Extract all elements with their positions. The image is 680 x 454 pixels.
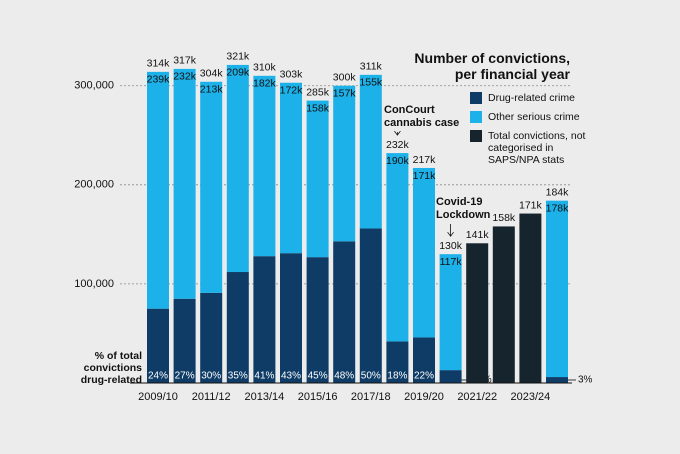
value-label: 182k — [253, 78, 277, 90]
total-label: 314k — [147, 58, 171, 70]
bar-segment — [280, 82, 302, 254]
x-tick-label: 2011/12 — [192, 391, 231, 403]
legend-swatch — [470, 92, 482, 104]
legend-swatch — [470, 111, 482, 124]
y-tick-label: 200,000 — [74, 179, 114, 191]
value-label: 171k — [519, 199, 543, 211]
bar-segment — [519, 213, 542, 383]
x-tick-label: 2017/18 — [351, 391, 391, 403]
bar-segment — [386, 341, 409, 383]
x-tick-label: 2019/20 — [404, 391, 444, 403]
bar-segment — [147, 71, 169, 309]
share-label: 18% — [387, 371, 407, 382]
value-label: 158k — [306, 102, 330, 114]
total-label: 304k — [200, 68, 224, 80]
total-label: 130k — [439, 240, 463, 252]
bar-segment — [413, 337, 435, 383]
bar-segment — [359, 228, 382, 383]
value-label: 172k — [280, 85, 304, 97]
x-tick-label: 2015/16 — [298, 391, 338, 403]
value-label: 117k — [440, 256, 463, 268]
total-label: 232k — [386, 139, 410, 151]
total-label: 300k — [333, 72, 357, 84]
bar-segment — [359, 74, 382, 229]
bar-segment — [253, 256, 276, 383]
value-label: 158k — [492, 212, 516, 224]
share-label: 27% — [175, 371, 195, 382]
bar-segment — [546, 377, 568, 383]
total-label: 321k — [226, 51, 250, 63]
arrow-head — [447, 231, 454, 237]
bar-segment — [173, 298, 196, 383]
bar-segment — [147, 308, 169, 383]
bar-segment — [546, 200, 568, 378]
bar-segment — [280, 253, 302, 383]
x-tick-label: 2013/14 — [245, 391, 285, 403]
share-label: 3% — [578, 375, 593, 386]
bar-segment — [413, 167, 435, 338]
share-label: 50% — [361, 371, 381, 382]
total-label: 217k — [413, 154, 437, 166]
total-label: 285k — [306, 86, 330, 98]
bar-segment — [333, 241, 356, 383]
legend-label: Total convictions, not categorised in SA… — [488, 130, 586, 167]
share-label: 48% — [334, 371, 354, 382]
bar-segment — [333, 85, 356, 242]
share-label: 24% — [148, 371, 168, 382]
value-label: 239k — [147, 74, 171, 86]
legend: Drug-related crime Other serious crime Tot… — [470, 92, 600, 173]
x-tick-label: 2023/24 — [511, 391, 551, 403]
y-tick-label: 100,000 — [74, 278, 114, 290]
bar-segment — [439, 254, 462, 371]
value-label: 213k — [200, 84, 224, 96]
bar-segment — [306, 100, 329, 258]
total-label: 303k — [280, 69, 304, 81]
value-label: 155k — [359, 77, 383, 89]
x-tick-label: 2009/10 — [138, 391, 178, 403]
total-label: 311k — [360, 61, 383, 73]
arrow-head — [394, 130, 401, 136]
total-label: 317k — [173, 55, 197, 67]
bar-segment — [306, 257, 329, 383]
bar-segment — [466, 243, 489, 383]
chart-title: Number of convictions, per financial yea… — [414, 50, 570, 83]
bar-segment — [492, 226, 515, 383]
value-label: 141k — [466, 229, 490, 241]
value-label: 209k — [226, 67, 250, 79]
bar-segment — [226, 272, 249, 383]
share-label: 22% — [414, 371, 434, 382]
value-label: 171k — [413, 170, 437, 182]
share-label: 45% — [308, 371, 328, 382]
legend-label: Other serious crime — [488, 111, 580, 124]
value-label: 232k — [173, 71, 197, 83]
legend-swatch — [470, 130, 482, 143]
bar-segment — [253, 75, 276, 257]
share-label: 41% — [254, 371, 274, 382]
legend-item: Drug-related crime — [470, 92, 600, 104]
bar-segment — [226, 64, 249, 273]
annotation: ConCourt cannabis case — [384, 104, 460, 129]
value-label: 190k — [386, 155, 410, 167]
bar-segment — [173, 68, 196, 299]
bar-segment — [200, 81, 223, 293]
y-tick-label: 300,000 — [74, 80, 114, 92]
legend-item: Other serious crime — [470, 111, 600, 124]
legend-item: Total convictions, not categorised in SA… — [470, 130, 600, 166]
value-label: 178k — [546, 202, 570, 214]
y-axis-label: % of total convictions drug-related — [80, 350, 142, 387]
bar-segment — [386, 153, 409, 342]
bar-segment — [439, 370, 462, 383]
share-label: 43% — [281, 371, 301, 382]
annotation: Covid-19 Lockdown — [436, 196, 491, 221]
legend-label: Drug-related crime — [488, 92, 575, 104]
total-label: 184k — [546, 186, 570, 198]
value-label: 157k — [333, 88, 357, 100]
share-label: 30% — [201, 371, 221, 382]
total-label: 310k — [253, 62, 277, 74]
bar-segment — [200, 292, 223, 383]
share-label: 35% — [228, 371, 248, 382]
x-tick-label: 2021/22 — [457, 391, 497, 403]
